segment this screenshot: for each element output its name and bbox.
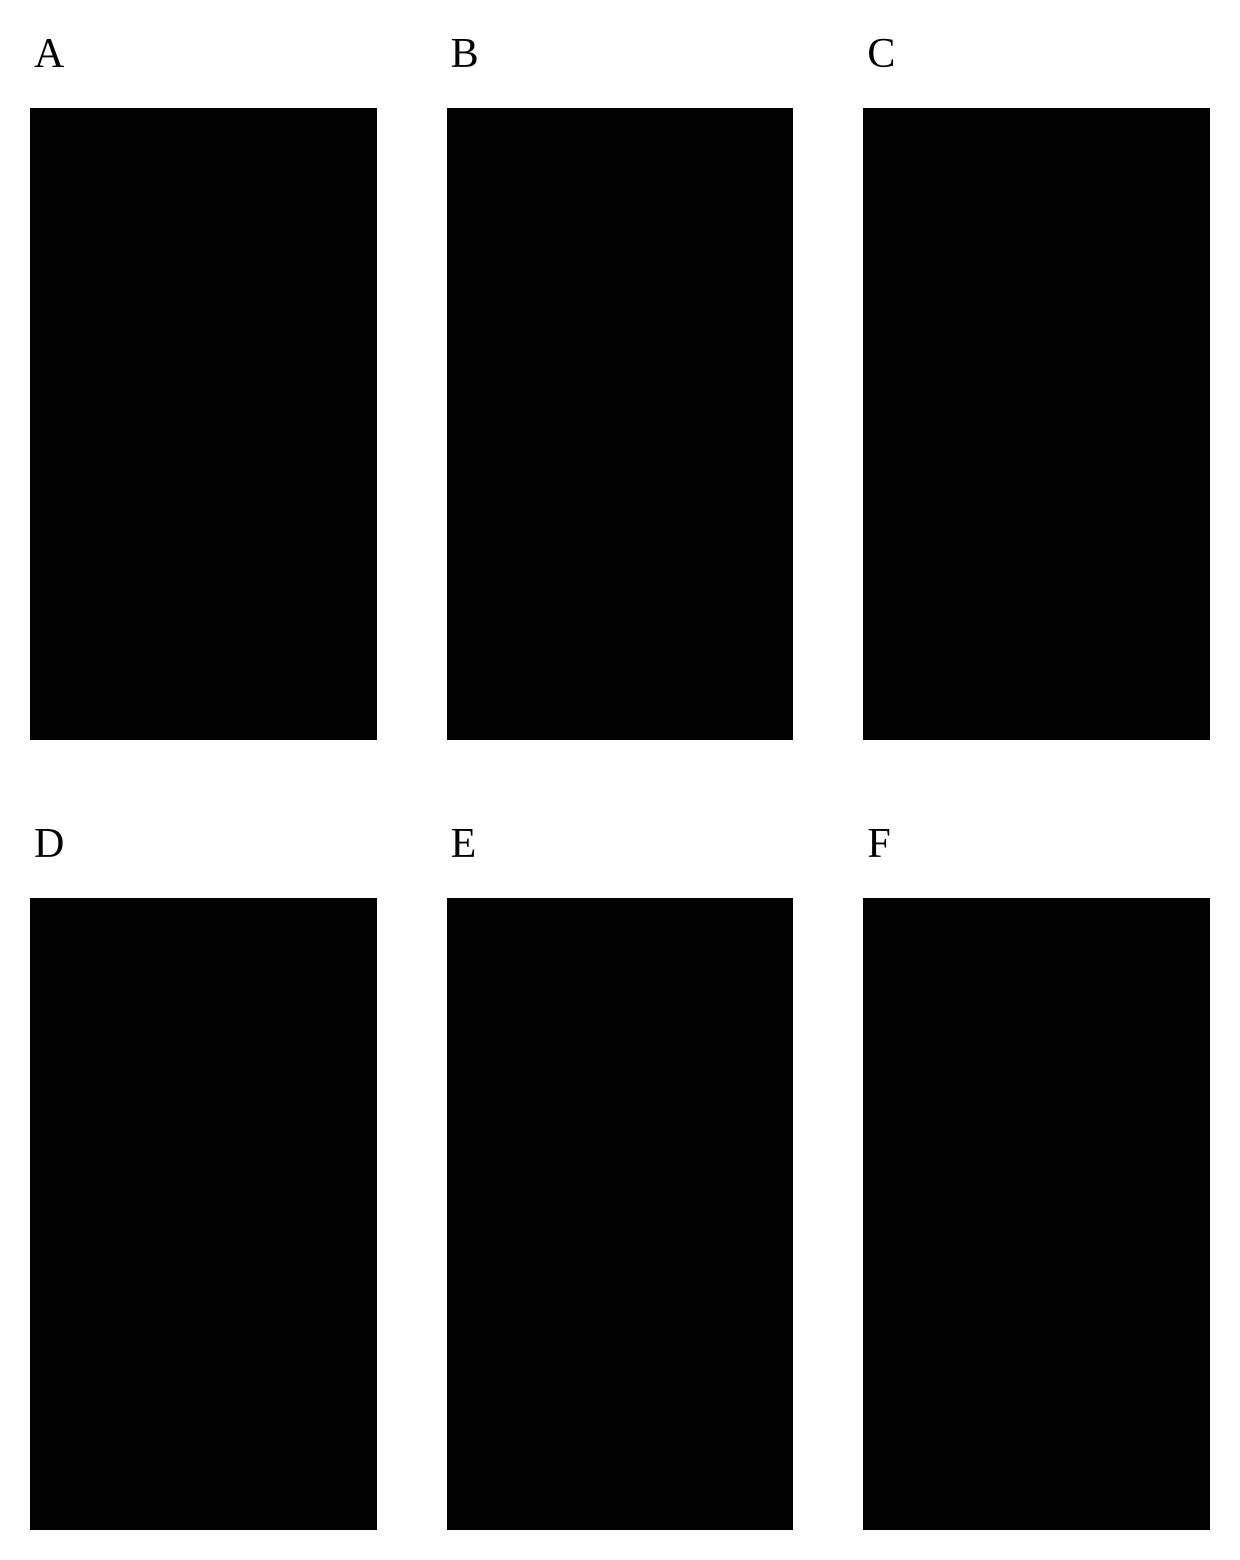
panel-label-a: A — [30, 30, 377, 78]
panel-box-f — [863, 898, 1210, 1530]
panel-label-f: F — [863, 820, 1210, 868]
panel-b: B — [447, 30, 794, 740]
panel-box-a — [30, 108, 377, 740]
panel-label-b: B — [447, 30, 794, 78]
panel-a: A — [30, 30, 377, 740]
figure-panel-grid: A B C D E F — [20, 20, 1220, 1540]
panel-box-c — [863, 108, 1210, 740]
panel-label-d: D — [30, 820, 377, 868]
panel-box-d — [30, 898, 377, 1530]
panel-c: C — [863, 30, 1210, 740]
panel-box-e — [447, 898, 794, 1530]
panel-box-b — [447, 108, 794, 740]
panel-label-e: E — [447, 820, 794, 868]
panel-f: F — [863, 820, 1210, 1530]
panel-d: D — [30, 820, 377, 1530]
panel-label-c: C — [863, 30, 1210, 78]
panel-e: E — [447, 820, 794, 1530]
